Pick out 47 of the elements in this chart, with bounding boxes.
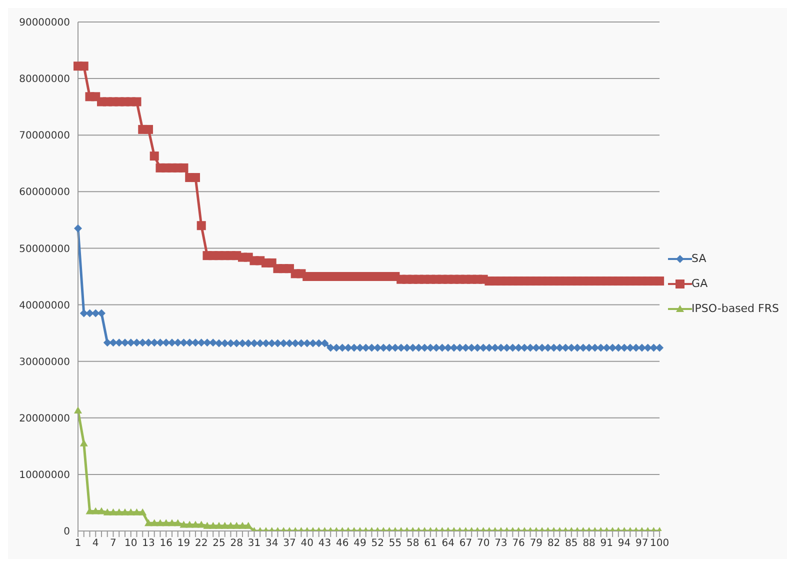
- x-tick-label: 58: [406, 538, 420, 550]
- x-tick-label: 82: [547, 538, 560, 550]
- y-tick-label: 60000000: [19, 187, 70, 198]
- legend-label: IPSO-based FRS: [692, 302, 779, 315]
- x-tick-label: 49: [354, 538, 366, 550]
- x-tick-label: 46: [336, 538, 349, 550]
- x-tick-label: 16: [160, 538, 172, 550]
- y-tick-label: 30000000: [19, 356, 70, 368]
- y-tick-label: 0: [64, 526, 70, 538]
- y-tick-label: 20000000: [19, 413, 70, 424]
- x-tick-label: 19: [177, 538, 190, 550]
- y-tick-label: 90000000: [19, 18, 70, 29]
- x-tick-label: 25: [212, 538, 226, 550]
- x-tick-label: 37: [283, 538, 296, 550]
- x-tick-label: 61: [424, 538, 437, 550]
- x-tick-label: 94: [618, 538, 631, 550]
- x-tick-label: 52: [371, 538, 384, 550]
- x-tick-label: 31: [248, 538, 261, 550]
- y-tick-label: 10000000: [19, 470, 70, 481]
- x-tick-label: 97: [636, 538, 648, 550]
- x-tick-label: 91: [600, 538, 614, 550]
- x-tick-label: 28: [230, 538, 243, 550]
- x-tick-label: 7: [110, 538, 116, 550]
- x-tick-label: 13: [142, 538, 155, 550]
- x-tick-label: 85: [565, 538, 578, 550]
- x-tick-label: 10: [124, 538, 138, 550]
- y-tick-label: 70000000: [19, 130, 70, 142]
- x-tick-label: 64: [442, 538, 454, 550]
- x-tick-label: 70: [476, 538, 490, 550]
- y-tick-label: 80000000: [19, 74, 70, 86]
- x-tick-label: 67: [459, 538, 472, 550]
- x-tick-label: 34: [265, 538, 278, 550]
- x-tick-label: 76: [512, 538, 525, 550]
- y-tick-label: 50000000: [19, 244, 70, 255]
- x-tick-label: 79: [530, 538, 543, 550]
- legend-label: SA: [692, 252, 706, 265]
- x-tick-label: 4: [92, 538, 99, 550]
- legend-label: GA: [692, 277, 708, 290]
- y-tick-label: 40000000: [19, 300, 70, 312]
- x-tick-label: 40: [300, 538, 314, 550]
- x-tick-label: 73: [494, 538, 508, 550]
- x-tick-label: 1: [74, 538, 82, 550]
- x-tick-label: 22: [194, 538, 208, 550]
- x-tick-label: 100: [650, 538, 670, 550]
- x-tick-label: 55: [388, 538, 402, 550]
- x-tick-label: 88: [582, 538, 596, 550]
- x-tick-label: 43: [318, 538, 332, 550]
